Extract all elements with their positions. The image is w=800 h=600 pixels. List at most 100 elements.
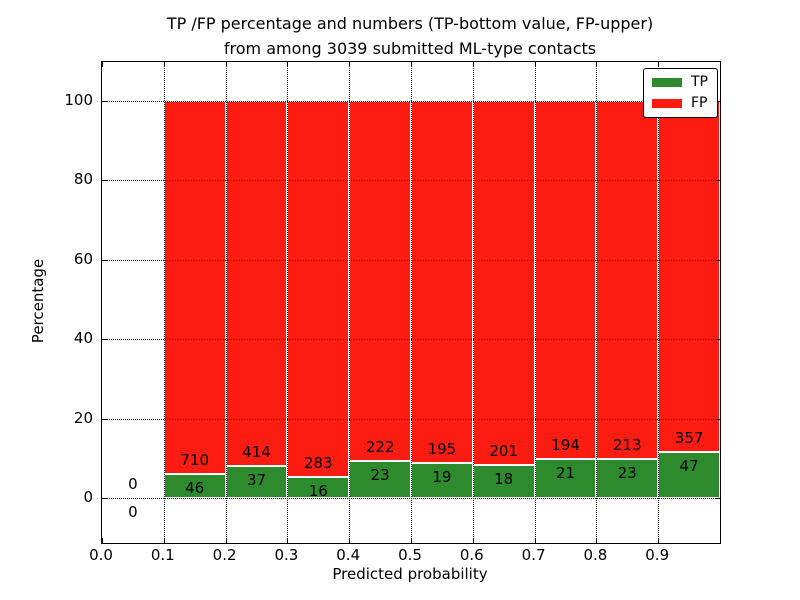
- tp-count-label: 23: [617, 464, 637, 483]
- y-tick-mark: [715, 180, 720, 182]
- x-tick-mark: [411, 62, 412, 67]
- y-tick-mark: [715, 498, 720, 500]
- legend: TP FP: [643, 68, 718, 118]
- plot-area: TP FP 0 0 710 46 414 37 283 16 222 23 195 19 201 18 194…: [101, 61, 721, 544]
- bar-segment-fp: [534, 100, 597, 460]
- x-tick-mark: [534, 538, 536, 543]
- x-tick-mark: [472, 538, 474, 543]
- fp-count-label: 0: [128, 475, 138, 494]
- y-tick-mark: [102, 418, 107, 420]
- gridline-vertical: [163, 62, 165, 543]
- x-tick-label: 0.5: [398, 546, 422, 564]
- fp-count-label: 222: [365, 437, 395, 456]
- y-tick-mark: [715, 418, 720, 420]
- tp-count-label: 0: [128, 503, 138, 522]
- x-tick-label: 0.0: [89, 546, 113, 564]
- x-tick-mark: [658, 62, 660, 67]
- y-tick-mark: [102, 100, 107, 102]
- gridline-vertical: [472, 62, 474, 543]
- tp-count-label: 16: [308, 481, 328, 500]
- fp-count-label: 201: [489, 442, 519, 461]
- x-tick-label: 0.2: [212, 546, 237, 564]
- x-tick-label: 0.8: [583, 546, 608, 564]
- x-tick-mark: [472, 62, 474, 67]
- y-tick-label: 20: [73, 408, 93, 427]
- tp-count-label: 21: [555, 464, 576, 483]
- fp-count-label: 357: [674, 428, 704, 447]
- x-tick-mark: [534, 62, 536, 67]
- x-tick-mark: [102, 538, 103, 543]
- x-tick-mark: [225, 538, 227, 543]
- x-tick-label: 0.6: [459, 546, 484, 564]
- fp-count-label: 414: [242, 442, 271, 461]
- x-tick-label: 0.9: [645, 546, 670, 564]
- bar-segment-fp: [225, 100, 288, 466]
- x-tick-mark: [349, 62, 351, 67]
- x-tick-mark: [658, 538, 660, 543]
- x-tick-mark: [102, 62, 103, 67]
- gridline-vertical: [411, 62, 412, 543]
- x-tick-mark: [596, 538, 598, 543]
- x-tick-mark: [411, 538, 412, 543]
- fp-legend-swatch-icon: [652, 99, 682, 108]
- gridline-horizontal: [102, 259, 720, 261]
- gridline-horizontal: [102, 180, 720, 182]
- chart-title-line-2: from among 3039 submitted ML-type contac…: [223, 39, 597, 58]
- x-tick-label: 0.7: [521, 546, 546, 564]
- tp-count-label: 23: [370, 465, 390, 484]
- y-tick-mark: [715, 339, 720, 341]
- y-tick-mark: [102, 180, 107, 182]
- bar-segment-fp: [596, 100, 659, 460]
- fp-count-label: 195: [427, 439, 457, 458]
- tp-count-label: 37: [246, 470, 267, 489]
- gridline-horizontal: [102, 498, 720, 500]
- legend-label: TP: [691, 74, 708, 90]
- chart-title-line-1: TP /FP percentage and numbers (TP-bottom…: [166, 14, 654, 33]
- chart-title: TP /FP percentage and numbers (TP-bottom…: [101, 11, 719, 61]
- bar-segment-fp: [658, 100, 720, 452]
- x-tick-label: 0.3: [274, 546, 299, 564]
- tp-count-label: 47: [679, 456, 699, 475]
- x-tick-mark: [287, 538, 289, 543]
- y-tick-mark: [102, 498, 107, 500]
- x-axis-label: Predicted probability: [332, 565, 488, 583]
- y-tick-label: 60: [73, 249, 93, 268]
- x-tick-mark: [349, 538, 351, 543]
- x-tick-mark: [287, 62, 289, 67]
- bar-segment-fp: [349, 100, 411, 461]
- x-tick-mark: [596, 62, 598, 67]
- gridline-vertical: [534, 62, 536, 543]
- gridline-vertical: [596, 62, 598, 543]
- legend-item: TP: [652, 75, 708, 90]
- x-tick-mark: [225, 62, 227, 67]
- bar-segment-fp: [287, 100, 350, 477]
- bar-segment-tp: [596, 459, 659, 499]
- bar-segment-fp: [472, 100, 535, 466]
- gridline-vertical: [658, 62, 660, 543]
- gridline-horizontal: [102, 339, 720, 341]
- x-tick-label: 0.4: [336, 546, 361, 564]
- tp-legend-swatch-icon: [652, 78, 682, 87]
- fp-count-label: 283: [303, 453, 333, 472]
- y-tick-mark: [715, 259, 720, 261]
- fp-count-label: 710: [180, 450, 210, 469]
- gridline-vertical: [349, 62, 351, 543]
- tp-count-label: 46: [185, 478, 205, 497]
- gridline-horizontal: [102, 418, 720, 420]
- y-tick-label: 40: [73, 329, 93, 348]
- fp-count-label: 194: [551, 436, 580, 455]
- y-tick-mark: [102, 259, 107, 261]
- fp-count-label: 213: [612, 436, 642, 455]
- gridline-vertical: [287, 62, 289, 543]
- x-tick-mark: [163, 62, 165, 67]
- bar-segment-fp: [411, 100, 473, 463]
- y-tick-label: 80: [73, 170, 93, 189]
- gridline-vertical: [225, 62, 227, 543]
- x-tick-label: 0.1: [150, 546, 175, 564]
- bar-segment-tp: [534, 459, 597, 499]
- x-tick-mark: [163, 538, 165, 543]
- legend-label: FP: [691, 95, 708, 111]
- bar-segment-tp: [658, 451, 720, 499]
- y-tick-label: 0: [83, 488, 93, 507]
